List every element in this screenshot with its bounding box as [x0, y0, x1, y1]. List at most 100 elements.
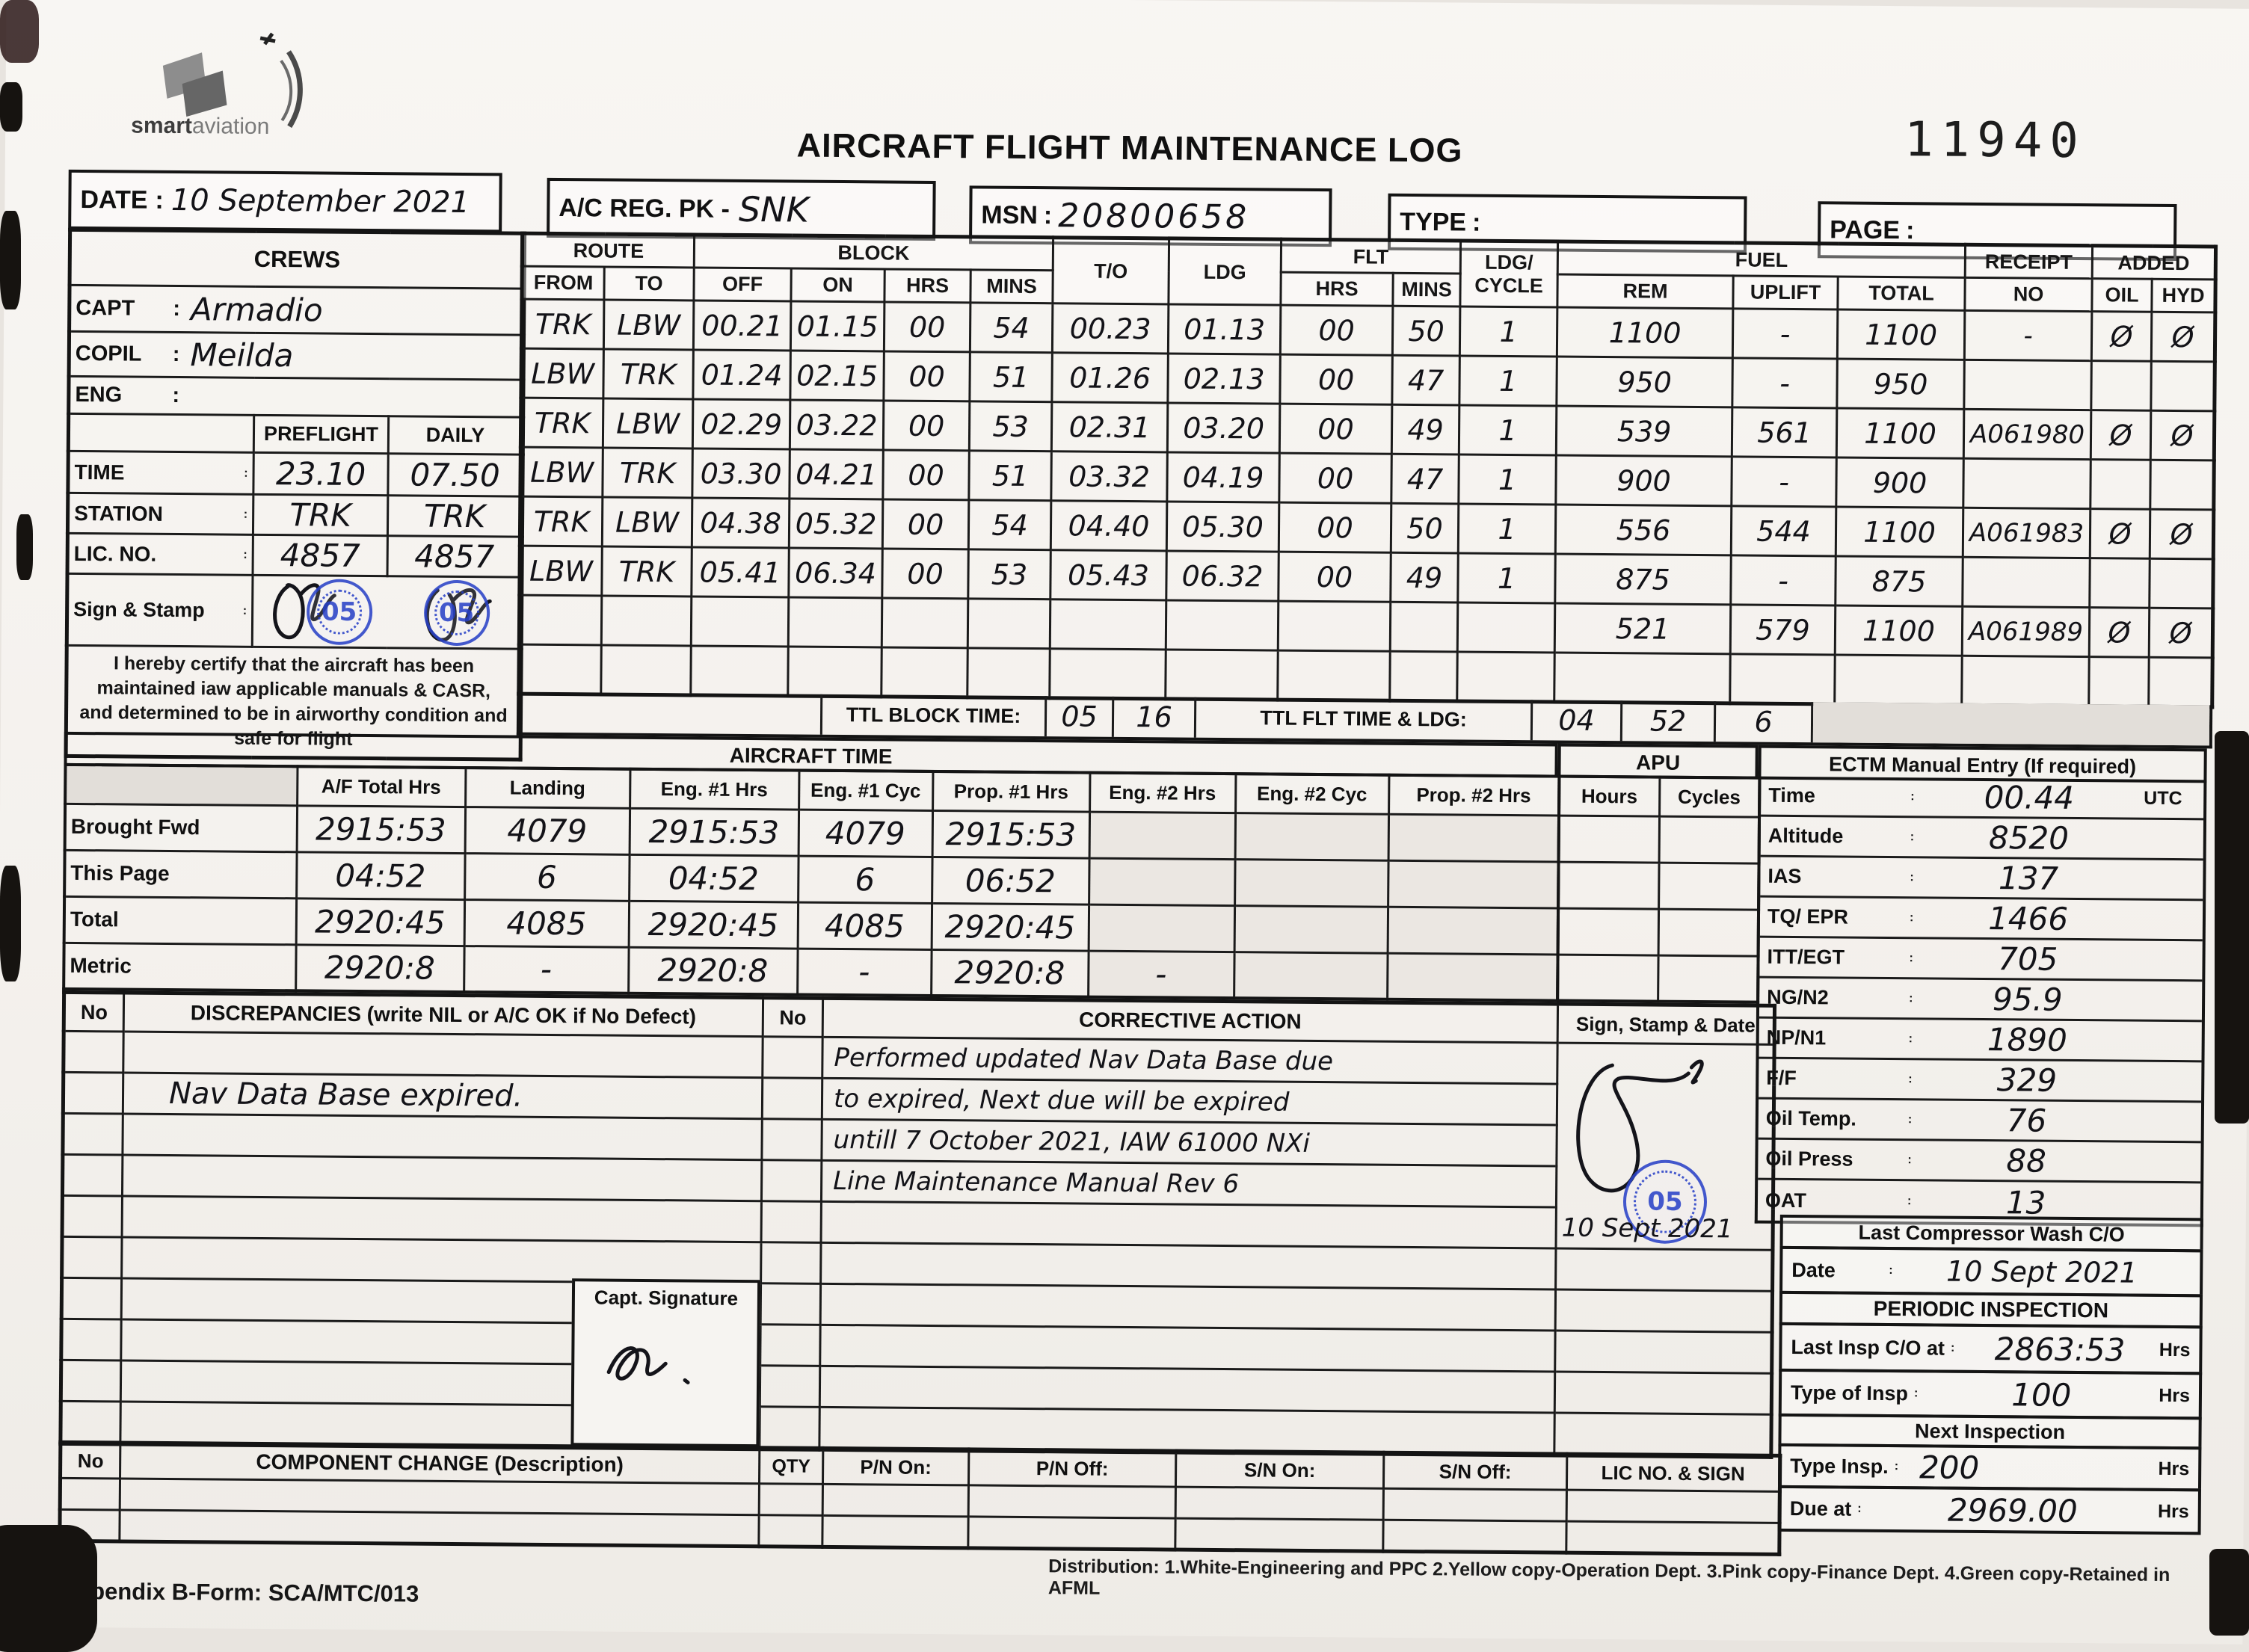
block-header: BLOCK [694, 234, 1053, 271]
ttl-block-hrs: 05 [1046, 696, 1115, 737]
component-cell [759, 1483, 823, 1516]
ldg-cell: 02.13 [1167, 353, 1281, 404]
flt-mins-cell: 47 [1391, 454, 1459, 504]
msn-label: MSN [981, 200, 1039, 229]
fuel-uplift-cell: - [1732, 357, 1838, 408]
landing-cell: 6 [464, 853, 630, 901]
flt-hrs-cell: 00 [1279, 404, 1392, 454]
to-cell: TRK [603, 349, 694, 399]
colon: : [1471, 208, 1481, 237]
compressor-wash-date-row: Date:10 Sept 2021 [1779, 1245, 2203, 1298]
next-type-row: Type Insp.: 200 Hrs [1777, 1443, 2202, 1492]
scan-artifact [0, 82, 22, 132]
oil-cell [2088, 656, 2150, 707]
takeoff-cell: 04.40 [1050, 500, 1167, 551]
block-hrs-cell: 00 [882, 449, 970, 500]
eng2-cyc-cell [1234, 952, 1388, 999]
colon: : [1913, 1387, 1919, 1400]
copil-label: COPIL [75, 341, 142, 366]
flt-hrs-cell: 00 [1278, 552, 1391, 602]
total-header: TOTAL [1837, 276, 1966, 311]
from-cell: TRK [520, 398, 603, 449]
station-label: STATION [74, 501, 164, 526]
apu-cycles-cell [1658, 955, 1759, 1002]
no-cell [60, 1401, 121, 1444]
receipt-cell: - [1964, 310, 2092, 361]
blank-shaded-cell [65, 764, 298, 806]
scan-artifact [0, 1525, 97, 1652]
on-cell [787, 646, 882, 697]
oil-cell [2089, 558, 2150, 608]
corrective-cell [820, 1242, 1556, 1290]
block-hrs-cell: 00 [883, 351, 970, 401]
cycle-cell: 1 [1459, 356, 1557, 407]
prop1-hrs-cell: 2915:53 [932, 810, 1090, 858]
date-field: DATE : 10 September 2021 [68, 169, 502, 233]
prop2-hrs-cell [1388, 860, 1559, 908]
colon: : [243, 508, 248, 521]
receipt-cell [1963, 360, 2092, 410]
ttl-block-time-label: TTL BLOCK TIME: [822, 694, 1047, 737]
on-cell: 05.32 [789, 498, 883, 549]
colon: : [242, 604, 247, 617]
hyd-cell: Ø [2149, 608, 2213, 658]
landing-cell: 4085 [464, 899, 630, 947]
no-cell [760, 1242, 822, 1284]
takeoff-cell [1050, 599, 1166, 650]
ectm-label: IAS [1767, 864, 1802, 888]
takeoff-cell: 00.23 [1052, 303, 1169, 354]
component-no-header: No [60, 1442, 120, 1479]
block-mins-cell [967, 598, 1050, 649]
flt-hrs-cell [1278, 601, 1391, 652]
ectm-label: OAT [1765, 1189, 1807, 1212]
scan-artifact [2209, 1549, 2249, 1636]
no-cell [63, 1072, 123, 1114]
wash-date-label: Date [1791, 1258, 1836, 1281]
on-cell: 02.15 [790, 350, 884, 401]
ttl-flt-hrs: 04 [1532, 700, 1623, 742]
appendix-form-code: Appendix B-Form: SCA/MTC/013 [59, 1577, 419, 1607]
from-cell [518, 644, 602, 694]
cycle-cell: 1 [1458, 454, 1557, 505]
discrepancies-table: No DISCREPANCIES (write NIL or A/C OK if… [58, 990, 1777, 1459]
on-cell: 04.21 [789, 449, 884, 499]
eng1-hrs-cell: 2915:53 [629, 807, 799, 856]
discrepancy-cell [123, 1031, 763, 1078]
colon: : [244, 466, 248, 480]
receipt-cell: A061980 [1963, 409, 2091, 460]
component-desc-header: COMPONENT CHANGE (Description) [120, 1442, 760, 1484]
prop2-hrs-cell [1387, 906, 1559, 955]
ectm-value: 137 [1998, 860, 2059, 897]
capt-name: Armadio [190, 291, 323, 329]
ttl-flt-mins: 52 [1622, 700, 1717, 742]
no-cell [62, 1154, 123, 1196]
row-label: Metric [64, 942, 296, 991]
prop1-hrs-cell: 2920:45 [931, 902, 1089, 951]
capt-signature [606, 1346, 690, 1384]
sign-cell [1554, 1331, 1773, 1374]
ectm-value: 8520 [1988, 819, 2070, 857]
from-cell: LBW [519, 546, 603, 596]
ldg-cell [1165, 649, 1279, 700]
logo-mark-icon [162, 32, 303, 129]
ectm-label: ITT/EGT [1767, 945, 1845, 969]
no-cell [760, 1283, 821, 1325]
prop1-hrs-header: Prop. #1 Hrs [932, 771, 1090, 812]
lic-daily: 4857 [387, 535, 523, 578]
landing-header: Landing [465, 768, 630, 808]
ectm-table: Time:00.44 UTC Altitude:8520 IAS:137 TQ/ … [1754, 776, 2207, 1227]
lic-sign-header: LIC NO. & SIGN [1566, 1454, 1780, 1492]
ectm-label: Oil Temp. [1765, 1106, 1857, 1130]
to-header: TO [603, 267, 695, 300]
aircraft-time-table: A/F Total Hrs Landing Eng. #1 Hrs Eng. #… [62, 762, 1561, 1002]
eng1-cyc-header: Eng. #1 Cyc [799, 770, 933, 810]
no-cell [762, 1077, 822, 1120]
type-of-insp-label: Type of Insp [1790, 1381, 1909, 1405]
takeoff-cell [1049, 648, 1166, 699]
component-cell [758, 1514, 823, 1547]
to-cell: LBW [603, 300, 694, 350]
block-mins-cell: 54 [970, 302, 1053, 353]
fuel-uplift-cell [1729, 653, 1836, 704]
flt-mins-cell: 47 [1391, 355, 1460, 406]
hyd-cell [2150, 460, 2215, 510]
